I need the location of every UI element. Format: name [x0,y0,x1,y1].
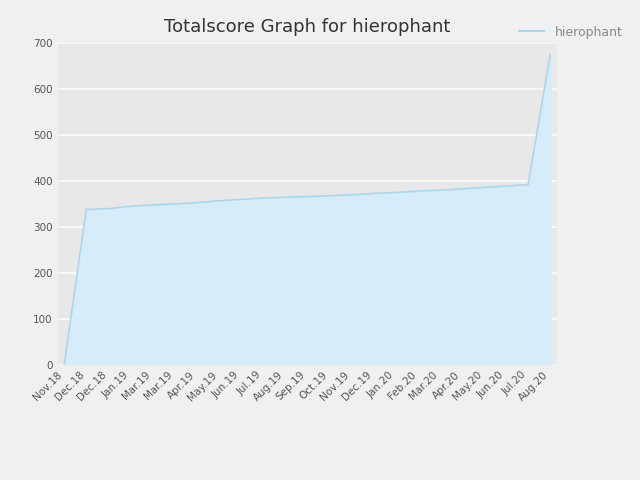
Title: Totalscore Graph for hierophant: Totalscore Graph for hierophant [164,18,451,36]
Legend: hierophant: hierophant [515,21,627,44]
